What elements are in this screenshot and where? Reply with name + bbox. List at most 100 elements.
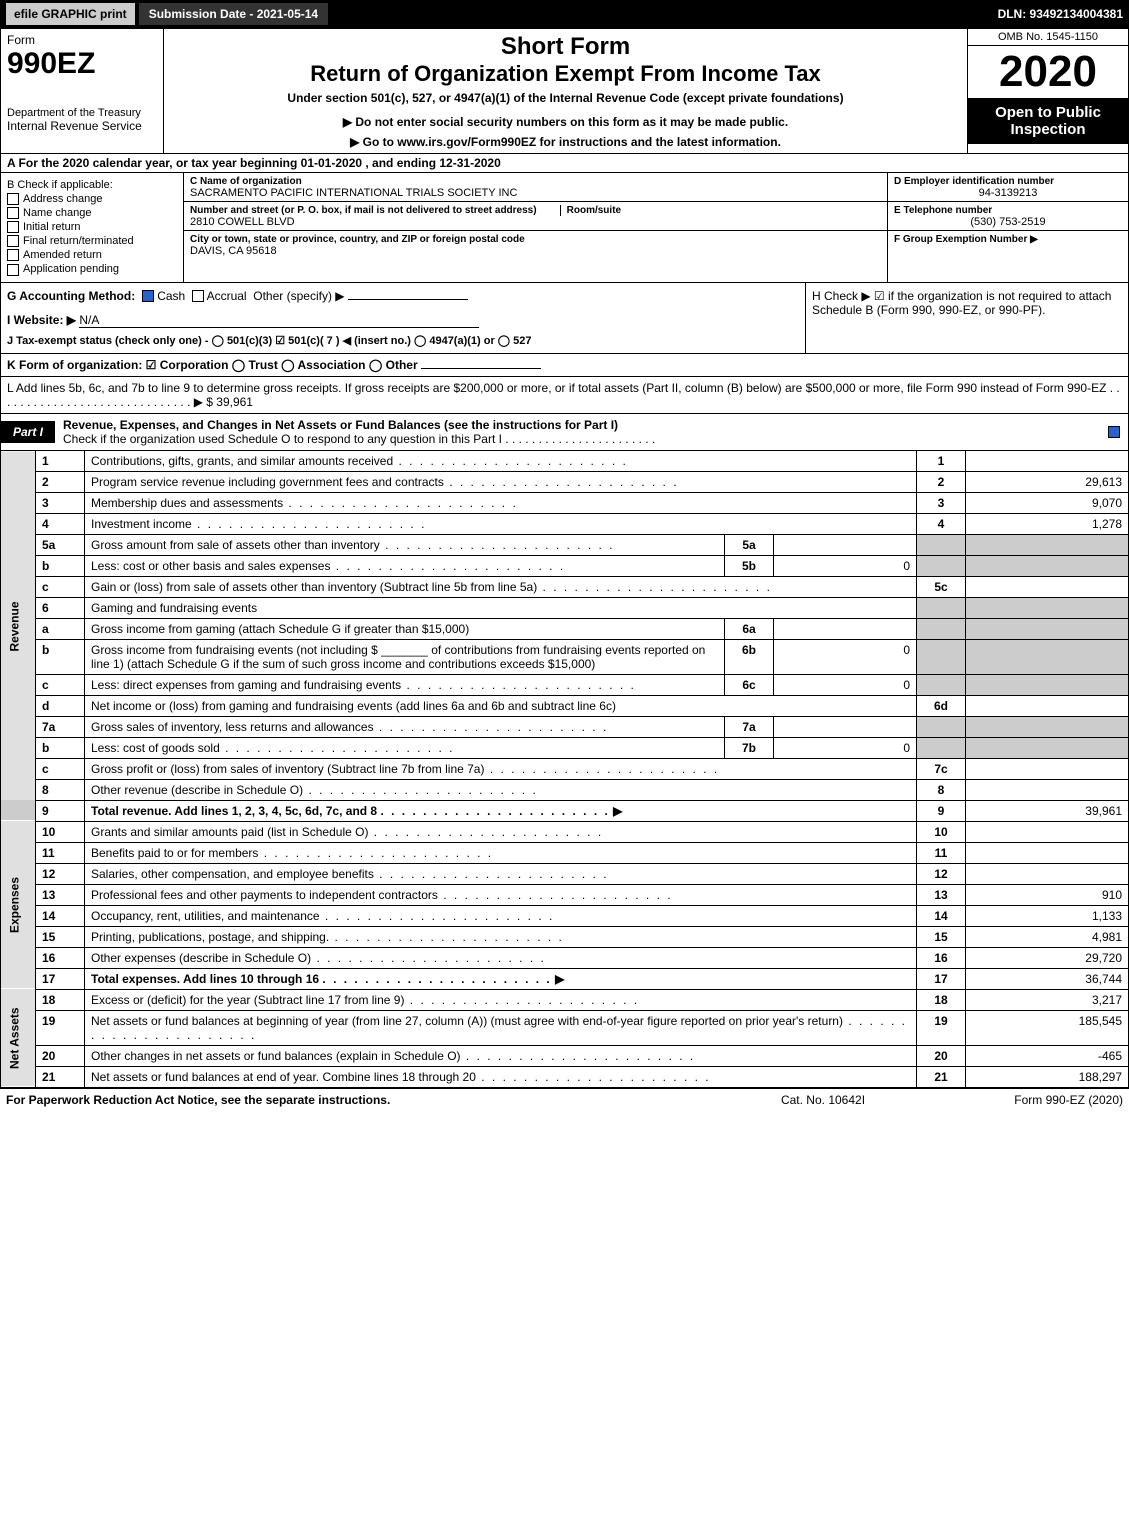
irs-label: Internal Revenue Service <box>7 119 157 133</box>
line-desc: Benefits paid to or for members <box>85 842 917 863</box>
b-item: Initial return <box>23 221 80 233</box>
line-ref: 21 <box>917 1066 966 1087</box>
form-header: Form 990EZ Department of the Treasury In… <box>0 28 1129 154</box>
checkbox-cash[interactable] <box>142 290 154 302</box>
line-val <box>966 451 1129 472</box>
line-ref: 12 <box>917 863 966 884</box>
line-num: 4 <box>36 513 85 534</box>
table-row: 8 Other revenue (describe in Schedule O)… <box>1 779 1129 800</box>
checkbox-final-return[interactable] <box>7 235 19 247</box>
line-desc: Gross sales of inventory, less returns a… <box>85 716 725 737</box>
table-row: c Less: direct expenses from gaming and … <box>1 674 1129 695</box>
table-row: 9 Total revenue. Add lines 1, 2, 3, 4, 5… <box>1 800 1129 821</box>
line-val: 1,133 <box>966 905 1129 926</box>
line-ref: 3 <box>917 492 966 513</box>
g-cash: Cash <box>157 289 185 303</box>
table-row: c Gain or (loss) from sale of assets oth… <box>1 576 1129 597</box>
line-num: 19 <box>36 1010 85 1045</box>
table-row: 16 Other expenses (describe in Schedule … <box>1 947 1129 968</box>
line-ref: 6d <box>917 695 966 716</box>
shade-cell <box>917 555 966 576</box>
line-ref: 2 <box>917 471 966 492</box>
b-item: Application pending <box>23 263 119 275</box>
arrow-icon: ▶ <box>613 804 622 818</box>
g-accrual: Accrual <box>207 289 247 303</box>
part-1-bar: Part I Revenue, Expenses, and Changes in… <box>0 414 1129 451</box>
g-other: Other (specify) ▶ <box>253 289 344 303</box>
line-num: 12 <box>36 863 85 884</box>
checkbox-amended-return[interactable] <box>7 249 19 261</box>
box-b: B Check if applicable: Address change Na… <box>1 173 184 282</box>
line-num: 7a <box>36 716 85 737</box>
checkbox-name-change[interactable] <box>7 207 19 219</box>
line-val: 4,981 <box>966 926 1129 947</box>
checkbox-schedule-o[interactable] <box>1108 426 1120 438</box>
footer-center: Cat. No. 10642I <box>723 1093 923 1107</box>
line-ref: 14 <box>917 905 966 926</box>
table-row: a Gross income from gaming (attach Sched… <box>1 618 1129 639</box>
b-item: Address change <box>23 193 103 205</box>
g-other-input[interactable] <box>348 299 468 300</box>
line-val <box>966 576 1129 597</box>
sub-val: 0 <box>774 674 917 695</box>
table-row: 7a Gross sales of inventory, less return… <box>1 716 1129 737</box>
line-ref: 9 <box>917 800 966 821</box>
part-1-sub: Check if the organization used Schedule … <box>63 432 655 446</box>
efile-graphic-print-button[interactable]: efile GRAPHIC print <box>6 3 135 25</box>
sub-ref: 5b <box>725 555 774 576</box>
table-row: 2 Program service revenue including gove… <box>1 471 1129 492</box>
line-num: 9 <box>36 800 85 821</box>
line-num: c <box>36 576 85 597</box>
line-desc: Gaming and fundraising events <box>85 597 917 618</box>
shade-cell <box>966 534 1129 555</box>
sub-val: 0 <box>774 639 917 674</box>
line-num: a <box>36 618 85 639</box>
checkbox-accrual[interactable] <box>192 290 204 302</box>
table-row: 13 Professional fees and other payments … <box>1 884 1129 905</box>
line-val <box>966 821 1129 842</box>
line-num: b <box>36 737 85 758</box>
line-ref: 4 <box>917 513 966 534</box>
line-ref: 16 <box>917 947 966 968</box>
side-net-assets: Net Assets <box>1 989 36 1087</box>
line-num: 2 <box>36 471 85 492</box>
dept-treasury: Department of the Treasury <box>7 107 157 119</box>
checkbox-initial-return[interactable] <box>7 221 19 233</box>
line-desc: Net income or (loss) from gaming and fun… <box>85 695 917 716</box>
box-def: D Employer identification number 94-3139… <box>888 173 1128 282</box>
shade-cell <box>917 737 966 758</box>
line-desc: Gross amount from sale of assets other t… <box>85 534 725 555</box>
e-label: E Telephone number <box>894 205 992 216</box>
line-val: 29,613 <box>966 471 1129 492</box>
line-desc: Contributions, gifts, grants, and simila… <box>85 451 917 472</box>
phone-value: (530) 753-2519 <box>894 216 1122 228</box>
line-desc: Printing, publications, postage, and shi… <box>85 926 917 947</box>
org-name: SACRAMENTO PACIFIC INTERNATIONAL TRIALS … <box>190 187 517 199</box>
row-a-tax-year: A For the 2020 calendar year, or tax yea… <box>0 154 1129 173</box>
header-right: OMB No. 1545-1150 2020 Open to Public In… <box>967 29 1128 153</box>
shade-cell <box>966 618 1129 639</box>
line-num: 8 <box>36 779 85 800</box>
line-ref: 13 <box>917 884 966 905</box>
line-ref: 15 <box>917 926 966 947</box>
line-val: 185,545 <box>966 1010 1129 1045</box>
line-num: 6 <box>36 597 85 618</box>
k-other-input[interactable] <box>421 368 541 369</box>
checkbox-application-pending[interactable] <box>7 264 19 276</box>
row-k: K Form of organization: ☑ Corporation ◯ … <box>0 354 1129 377</box>
sub-val <box>774 716 917 737</box>
table-row: 15 Printing, publications, postage, and … <box>1 926 1129 947</box>
line-desc: Other revenue (describe in Schedule O) <box>85 779 917 800</box>
c-name-label: C Name of organization <box>190 176 302 187</box>
checkbox-address-change[interactable] <box>7 193 19 205</box>
top-bar: efile GRAPHIC print Submission Date - 20… <box>0 0 1129 28</box>
website-value: N/A <box>79 313 479 328</box>
shade-cell <box>966 674 1129 695</box>
d-label: D Employer identification number <box>894 176 1054 187</box>
line-val <box>966 779 1129 800</box>
line-val: 188,297 <box>966 1066 1129 1087</box>
instructions-link[interactable]: ▶ Go to www.irs.gov/Form990EZ for instru… <box>172 135 959 149</box>
f-label: F Group Exemption Number ▶ <box>894 234 1038 245</box>
submission-date-button[interactable]: Submission Date - 2021-05-14 <box>139 3 328 25</box>
sub-ref: 6b <box>725 639 774 674</box>
